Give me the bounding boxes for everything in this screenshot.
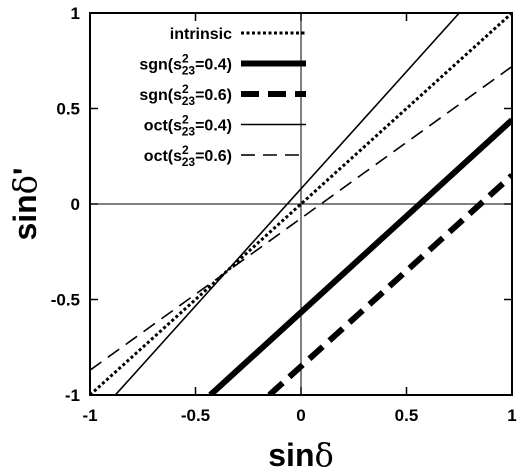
legend-entry-intrinsic: intrinsic [170,26,306,43]
series-layer [90,13,512,395]
legend-label-text: intrinsic [170,26,232,43]
legend-label: sgn(s2 23=0.6) [139,82,232,108]
y-axis-label-main: sin [7,194,43,240]
series-line-sgn04 [208,117,512,395]
legend-label-text: sgn(s [139,87,182,104]
legend-entry-sgn04: sgn(s2 23=0.4) [139,52,306,78]
x-axis-label-main: sin [268,437,314,473]
legend-label-text: oct(s [144,118,182,135]
y-tick-label: 0 [71,195,80,214]
x-tick-label: 0.5 [395,406,419,425]
legend-label-sup: 2 [182,143,189,157]
y-tick-label: 1 [71,4,80,23]
series-line-sgn06 [267,173,512,395]
legend-entry-sgn06: sgn(s2 23=0.6) [139,82,306,108]
tick-layer: -1 -0.5 0 0.5 1 -1 -0.5 0 0.5 1 [51,4,517,425]
legend-label: oct(s2 23=0.4) [144,113,232,139]
legend-label-text-end: =0.6) [195,87,232,104]
x-axis-label: sinδ [268,436,334,474]
y-tick-label: -1 [65,386,80,405]
legend-label-sub: 23 [182,155,196,169]
legend-label-sup: 2 [182,82,189,96]
y-axis-label-suffix: ' [7,167,43,175]
legend-label: sgn(s2 23=0.4) [139,52,232,78]
series-line-intrinsic [90,13,512,395]
legend-label: intrinsic [170,26,232,43]
zero-lines [90,13,512,395]
x-tick-label: 0 [296,406,305,425]
legend-label-sup: 2 [182,113,189,127]
x-tick-label: -1 [82,406,97,425]
x-axis-label-greek: δ [314,436,333,474]
legend-label-text-end: =0.4) [195,118,232,135]
legend-label-sub: 23 [182,64,196,78]
legend-label-sub: 23 [182,94,196,108]
legend-label-text-end: =0.6) [195,148,232,165]
legend-entry-oct06: oct(s2 23=0.6) [144,143,306,169]
legend-label-text: oct(s [144,148,182,165]
legend-label-text-end: =0.4) [195,57,232,74]
x-tick-label: 1 [507,406,516,425]
legend-label-sup: 2 [182,52,189,66]
series-line-oct04 [114,13,460,395]
y-axis-label: sinδ' [6,167,44,240]
legend-label-text: sgn(s [139,57,182,74]
legend-label: oct(s2 23=0.6) [144,143,232,169]
series-group [90,13,512,395]
y-tick-label: -0.5 [51,291,80,310]
legend-label-sub: 23 [182,125,196,139]
y-tick-label: 0.5 [56,100,80,119]
x-tick-label: -0.5 [181,406,210,425]
y-axis-label-greek: δ [6,175,44,194]
legend-entry-oct04: oct(s2 23=0.4) [144,113,306,139]
